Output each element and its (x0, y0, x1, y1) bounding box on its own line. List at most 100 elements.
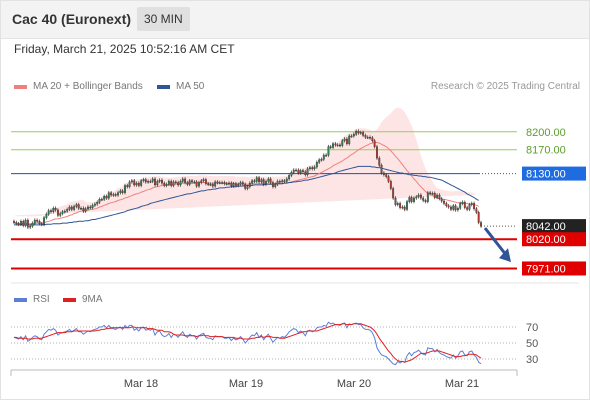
level-label-8130.00: 8130.00 (526, 169, 566, 181)
candle-body (174, 181, 177, 184)
candle-body (230, 182, 233, 187)
candle-body (54, 207, 57, 211)
candle-body (77, 204, 80, 209)
level-badge-8042.00 (522, 219, 586, 234)
research-credit: Research © 2025 Trading Central (430, 81, 580, 92)
rsi-line (13, 321, 482, 366)
candle-body (364, 135, 367, 138)
candle-body (380, 165, 383, 174)
candle-body (36, 219, 39, 222)
candle-body (200, 180, 203, 183)
candle-body (241, 182, 244, 185)
rsi-9ma-line (14, 323, 482, 363)
candle-body (399, 203, 402, 208)
candle-body (454, 205, 457, 211)
candle-body (456, 207, 459, 211)
instrument-title: Cac 40 (Euronext) (12, 11, 132, 27)
candle-body (318, 159, 321, 163)
candle-body (262, 179, 265, 185)
candle-body (70, 206, 73, 210)
candle-body (225, 183, 228, 185)
forecast-arrow-layer (483, 227, 511, 263)
candle-body (218, 182, 221, 184)
candle-body (431, 193, 434, 195)
candle-body (452, 205, 455, 210)
candle-body (246, 186, 249, 189)
candle-body (480, 222, 482, 227)
candle-body (144, 179, 147, 183)
moving-averages-layer (13, 142, 479, 226)
candle-body (278, 181, 281, 183)
candle-body (184, 178, 187, 183)
rsi-tick-30: 30 (526, 354, 538, 366)
candle-body (389, 181, 392, 189)
candle-body (186, 182, 189, 185)
candle-body (281, 180, 284, 183)
candle-body (299, 170, 302, 174)
candle-body (126, 185, 129, 187)
candle-body (248, 182, 251, 187)
candle-body (110, 192, 113, 196)
candle-body (352, 133, 355, 137)
candle-body (89, 206, 92, 209)
candle-body (202, 179, 205, 181)
candle-body (198, 182, 200, 187)
candle-body (251, 180, 254, 184)
ma20-line (13, 142, 479, 225)
candle-body (117, 192, 119, 196)
candle-body (345, 138, 348, 144)
candle-body (359, 132, 362, 134)
time-tick-mar-21: Mar 21 (445, 378, 479, 390)
candle-body (426, 192, 429, 202)
ma20-swatch (14, 84, 27, 89)
candle-body (378, 157, 381, 166)
candle-body (105, 196, 108, 199)
ma50-line (14, 165, 479, 226)
candle-body (19, 221, 22, 225)
candle-body (73, 206, 76, 210)
level-badge-7971.00 (522, 261, 586, 276)
candle-body (348, 135, 351, 144)
candle-body (392, 188, 395, 199)
candle-body (406, 201, 408, 210)
candle-body (306, 168, 309, 175)
price-levels-layer (11, 131, 517, 270)
candle-body (75, 204, 78, 207)
candle-body (207, 183, 210, 185)
candle-body (96, 202, 99, 205)
candle-body (433, 193, 436, 198)
timeframe-selector[interactable]: 30 MIN (137, 7, 190, 31)
candle-body (107, 192, 110, 199)
level-badge-8130.00 (522, 166, 586, 181)
level-label-8020.00: 8020.00 (526, 234, 566, 246)
candle-body (63, 210, 66, 213)
candle-body (436, 194, 439, 198)
candle-body (140, 180, 143, 186)
candle-body (283, 180, 286, 182)
time-tick-mar-19: Mar 19 (229, 378, 263, 390)
candle-body (329, 146, 332, 148)
candle-body (234, 183, 237, 186)
candle-body (339, 144, 341, 147)
candle-body (322, 154, 325, 160)
legend-rsi: RSI (14, 294, 50, 305)
candle-body (66, 209, 69, 212)
candle-body (443, 200, 445, 204)
candle-body (410, 197, 413, 202)
candle-body (276, 181, 279, 185)
rsi-label: RSI (33, 294, 50, 305)
candle-body (401, 206, 404, 209)
candle-body (179, 181, 182, 186)
candle-body (121, 190, 124, 193)
candles-layer (13, 129, 482, 230)
candle-body (135, 182, 138, 186)
candle-body (385, 174, 388, 177)
rsi-panel: 70 50 30 (11, 282, 579, 366)
candle-body (302, 170, 304, 172)
candle-body (258, 177, 261, 183)
candle-body (304, 171, 307, 175)
candle-body (158, 179, 161, 182)
level-badge-8020.00 (522, 232, 586, 247)
